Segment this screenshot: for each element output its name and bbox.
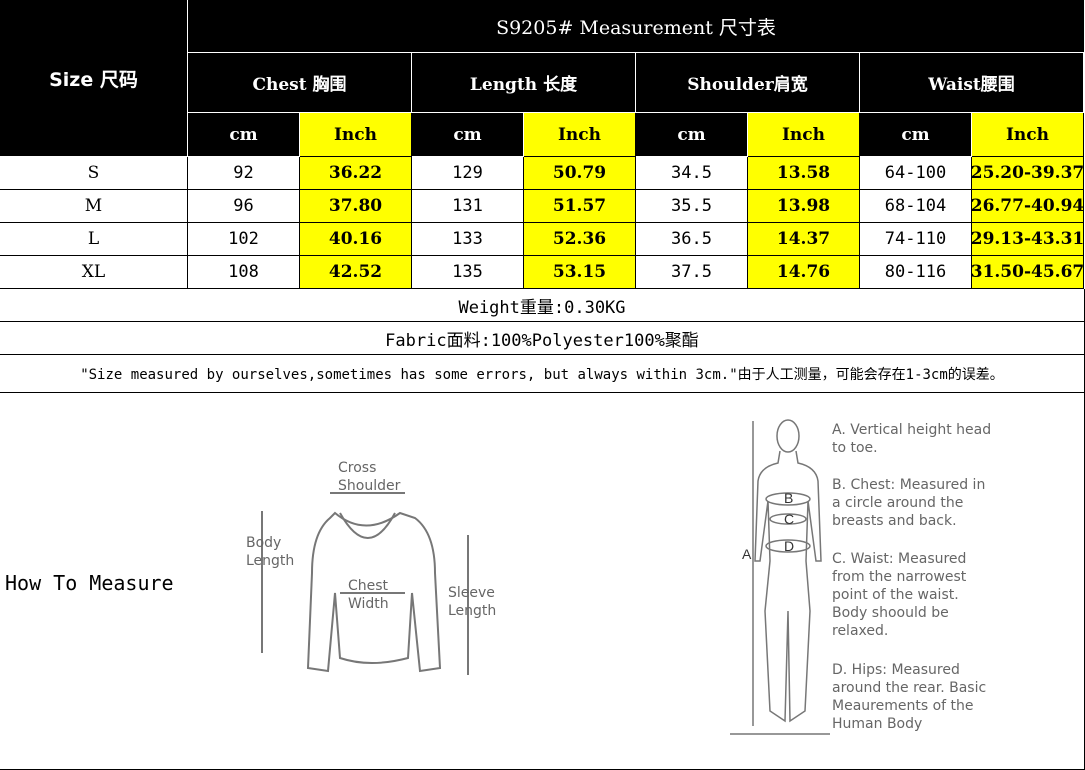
chart-title: S9205# Measurement 尺寸表 [188,0,1085,53]
size-cell: XL [0,256,188,289]
value-cell: 37.80 [300,190,412,223]
value-cell: 80-116 [860,256,972,289]
value-cell: 35.5 [636,190,748,223]
value-cell: 108 [188,256,300,289]
value-cell: 131 [412,190,524,223]
value-cell: 133 [412,223,524,256]
weight-row: Weight重量:0.30KG [0,289,1085,322]
how-to-measure-section: How To Measure Cross Shoulder Body Lengt… [0,393,1085,770]
value-cell: 102 [188,223,300,256]
value-cell: 64-100 [860,157,972,190]
body-note-d: D. Hips: Measured around the rear. Basic… [832,662,987,732]
column-header: Shoulder肩宽 [636,53,860,113]
unit-header: Inch [524,113,636,157]
value-cell: 36.5 [636,223,748,256]
size-cell: L [0,223,188,256]
unit-header: cm [188,113,300,157]
size-cell: M [0,190,188,223]
value-cell: 13.98 [748,190,860,223]
body-note-b: B. Chest: Measured in a circle around th… [832,477,986,529]
unit-header: Inch [748,113,860,157]
unit-header: Inch [300,113,412,157]
value-cell: 129 [412,157,524,190]
how-to-measure-label: How To Measure [5,571,174,595]
value-cell: 13.58 [748,157,860,190]
unit-header: cm [412,113,524,157]
size-cell: S [0,157,188,190]
value-cell: 50.79 [524,157,636,190]
value-cell: 36.22 [300,157,412,190]
value-cell: 52.36 [524,223,636,256]
body-length-label: Body Length [246,535,295,569]
value-cell: 96 [188,190,300,223]
column-header: Waist腰围 [860,53,1084,113]
sweater-outline [306,511,442,673]
value-cell: 25.20-39.37 [971,157,1084,190]
value-cell: 74-110 [860,223,972,256]
sweater-diagram [261,492,469,675]
body-note-a: A. Vertical height head to toe. [832,422,992,456]
value-cell: 135 [412,256,524,289]
column-header: Chest 胸围 [188,53,412,113]
value-cell: 51.57 [524,190,636,223]
value-cell: 68-104 [860,190,972,223]
column-header: Length 长度 [412,53,636,113]
chest-width-label: Chest Width [348,578,389,612]
body-note-c: C. Waist: Measured from the narrowest po… [832,551,967,639]
value-cell: 42.52 [300,256,412,289]
marker-c: C [784,511,794,527]
size-header: Size 尺码 [0,0,188,157]
value-cell: 34.5 [636,157,748,190]
unit-header: cm [636,113,748,157]
fabric-row: Fabric面料:100%Polyester100%聚酯 [0,322,1085,355]
value-cell: 92 [188,157,300,190]
marker-a: A [742,546,752,562]
unit-header: Inch [972,113,1084,157]
value-cell: 53.15 [524,256,636,289]
unit-header: cm [860,113,972,157]
note-row: "Size measured by ourselves,sometimes ha… [0,355,1085,393]
cross-shoulder-label: Cross Shoulder [338,460,401,494]
marker-d: D [784,538,794,554]
value-cell: 31.50-45.67 [971,256,1084,289]
marker-b: B [784,490,793,506]
value-cell: 40.16 [300,223,412,256]
value-cell: 14.37 [748,223,860,256]
value-cell: 14.76 [748,256,860,289]
value-cell: 37.5 [636,256,748,289]
body-diagram: B C D A [730,419,830,735]
value-cell: 29.13-43.31 [971,223,1084,256]
value-cell: 26.77-40.94 [971,190,1084,223]
sleeve-length-label: Sleeve Length [448,585,497,619]
